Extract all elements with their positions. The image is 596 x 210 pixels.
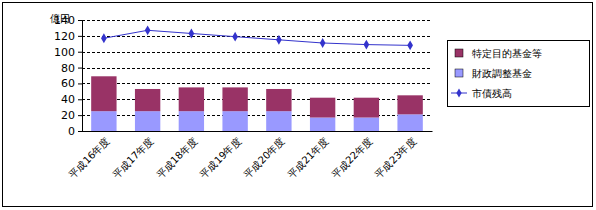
x-tick: 平成19年度 (198, 131, 243, 180)
x-tick-label: 平成16年度 (67, 135, 112, 180)
legend-box (448, 41, 590, 107)
y-tick-label: 20 (61, 109, 75, 122)
line-marker (276, 35, 282, 45)
bar-segment (354, 118, 379, 131)
grid-line (82, 131, 432, 132)
x-axis-line (83, 131, 433, 132)
y-tick-mark (78, 68, 82, 69)
y-tick-mark (78, 36, 82, 37)
y-tick-label: 100 (54, 46, 75, 59)
x-tick: 平成18年度 (154, 131, 199, 180)
y-tick-mark (78, 131, 82, 132)
bar-segment (397, 114, 422, 131)
line-marker (232, 32, 238, 42)
bar-segment (266, 111, 291, 131)
plot-marks (91, 25, 423, 131)
bar-segment (91, 111, 116, 131)
y-tick-label: 60 (61, 77, 75, 90)
grid-line (82, 115, 432, 116)
x-tick-label: 平成19年度 (198, 135, 243, 180)
y-tick: 60 (61, 77, 82, 90)
legend-label: 財政調整基金 (472, 68, 532, 79)
y-tick-mark (78, 83, 82, 84)
grid-line (82, 68, 432, 69)
grid-line (82, 99, 432, 100)
legend-label: 特定目的基金等 (472, 48, 542, 59)
y-tick: 40 (61, 93, 82, 106)
y-tick-mark (78, 52, 82, 53)
y-tick-label: 40 (61, 93, 75, 106)
x-tick-label: 平成21年度 (285, 135, 330, 180)
x-tick-label: 平成23年度 (373, 135, 418, 180)
chart-frame (3, 3, 593, 207)
y-tick-mark (78, 20, 82, 21)
bar-segment (179, 111, 204, 131)
bar-segment (310, 98, 335, 118)
y-axis-title: 億円 (50, 13, 70, 24)
x-tick-label: 平成22年度 (329, 135, 374, 180)
bar-segment (135, 89, 160, 111)
x-tick-label: 平成17年度 (110, 135, 155, 180)
y-axis-line (78, 21, 83, 132)
y-tick: 0 (68, 125, 82, 138)
line-marker (320, 38, 326, 48)
bar-segment (266, 89, 291, 111)
y-tick-mark (78, 99, 82, 100)
x-tick: 平成16年度 (67, 131, 112, 180)
line-marker (189, 29, 195, 39)
y-tick: 20 (61, 109, 82, 122)
grid (82, 21, 432, 132)
legend-label: 市債残高 (472, 88, 512, 99)
x-tick-label: 平成18年度 (154, 135, 199, 180)
bar-segment (222, 111, 247, 131)
x-tick: 平成17年度 (110, 131, 155, 180)
bar-segment (135, 111, 160, 131)
bar-segment (179, 87, 204, 111)
grid-line (82, 52, 432, 53)
bar-segment (222, 87, 247, 111)
x-tick: 平成23年度 (373, 131, 418, 180)
legend-swatch (455, 69, 463, 77)
x-tick: 平成21年度 (285, 131, 330, 180)
y-tick-label: 120 (54, 30, 75, 43)
y-tick: 80 (61, 62, 82, 75)
y-tick: 100 (54, 46, 82, 59)
y-tick-label: 80 (61, 62, 75, 75)
x-tick-label: 平成20年度 (242, 135, 287, 180)
x-tick: 平成22年度 (329, 131, 374, 180)
bar-segment (397, 95, 422, 114)
line-marker (145, 25, 151, 35)
legend: 特定目的基金等財政調整基金市債残高 (448, 41, 590, 107)
x-axis: 平成16年度平成17年度平成18年度平成19年度平成20年度平成21年度平成22… (67, 131, 433, 180)
y-tick-label: 0 (68, 125, 75, 138)
legend-marker (456, 88, 461, 97)
x-tick: 平成20年度 (242, 131, 287, 180)
bar-segment (91, 76, 116, 111)
line-marker (407, 40, 413, 50)
line-series (104, 30, 410, 45)
grid-line (82, 36, 432, 37)
grid-line (82, 20, 432, 21)
bar-segment (310, 118, 335, 131)
y-tick-mark (78, 115, 82, 116)
line-marker (101, 33, 107, 43)
chart: 020406080100120140平成16年度平成17年度平成18年度平成19… (0, 0, 596, 210)
line-marker (364, 40, 370, 50)
legend-swatch (455, 49, 463, 57)
grid-line (82, 83, 432, 84)
y-tick: 120 (54, 30, 82, 43)
bar-segment (354, 98, 379, 118)
y-axis: 020406080100120140 (54, 14, 83, 138)
